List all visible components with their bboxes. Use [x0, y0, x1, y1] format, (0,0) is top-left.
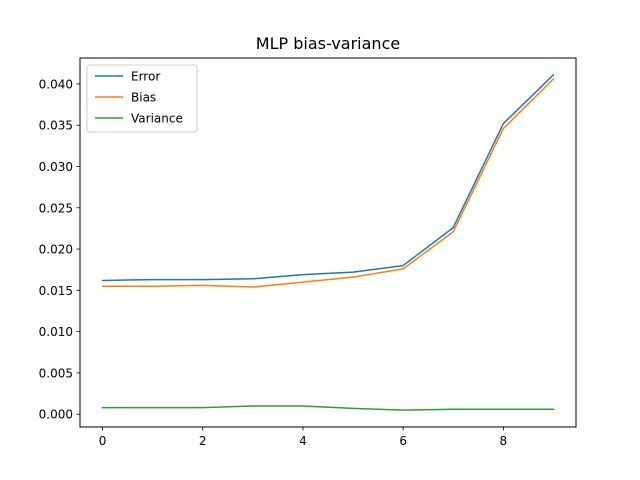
legend-box [86, 64, 198, 133]
y-tick-label: 0.000 [39, 408, 73, 422]
legend-label-error: Error [131, 70, 160, 84]
x-tick-label: 2 [199, 434, 207, 448]
chart-title: MLP bias-variance [256, 34, 400, 53]
series-line-error [101, 73, 555, 282]
legend-label-bias: Bias [131, 91, 156, 105]
y-tick-label: 0.010 [39, 325, 73, 339]
axes-ticks: 0 2 4 6 8 0.000 0.005 0.010 0.015 0.020 0.025 0.030… [39, 77, 508, 448]
y-tick-label: 0.025 [39, 201, 73, 215]
y-tick-label: 0.020 [39, 243, 73, 257]
plot-lines [101, 73, 555, 411]
y-tick-label: 0.030 [39, 160, 73, 174]
x-tick-label: 4 [299, 434, 307, 448]
legend: Error Bias Variance [86, 64, 198, 133]
y-tick-label: 0.035 [39, 119, 73, 133]
series-line-variance [101, 405, 555, 411]
y-tick-label: 0.015 [39, 284, 73, 298]
y-tick-label: 0.040 [39, 77, 73, 91]
axes-frame [79, 57, 577, 428]
x-tick-label: 0 [99, 434, 107, 448]
series-line-bias [101, 77, 555, 288]
x-tick-label: 8 [500, 434, 508, 448]
legend-label-variance: Variance [131, 112, 183, 126]
x-tick-label: 6 [399, 434, 407, 448]
y-tick-label: 0.005 [39, 366, 73, 380]
